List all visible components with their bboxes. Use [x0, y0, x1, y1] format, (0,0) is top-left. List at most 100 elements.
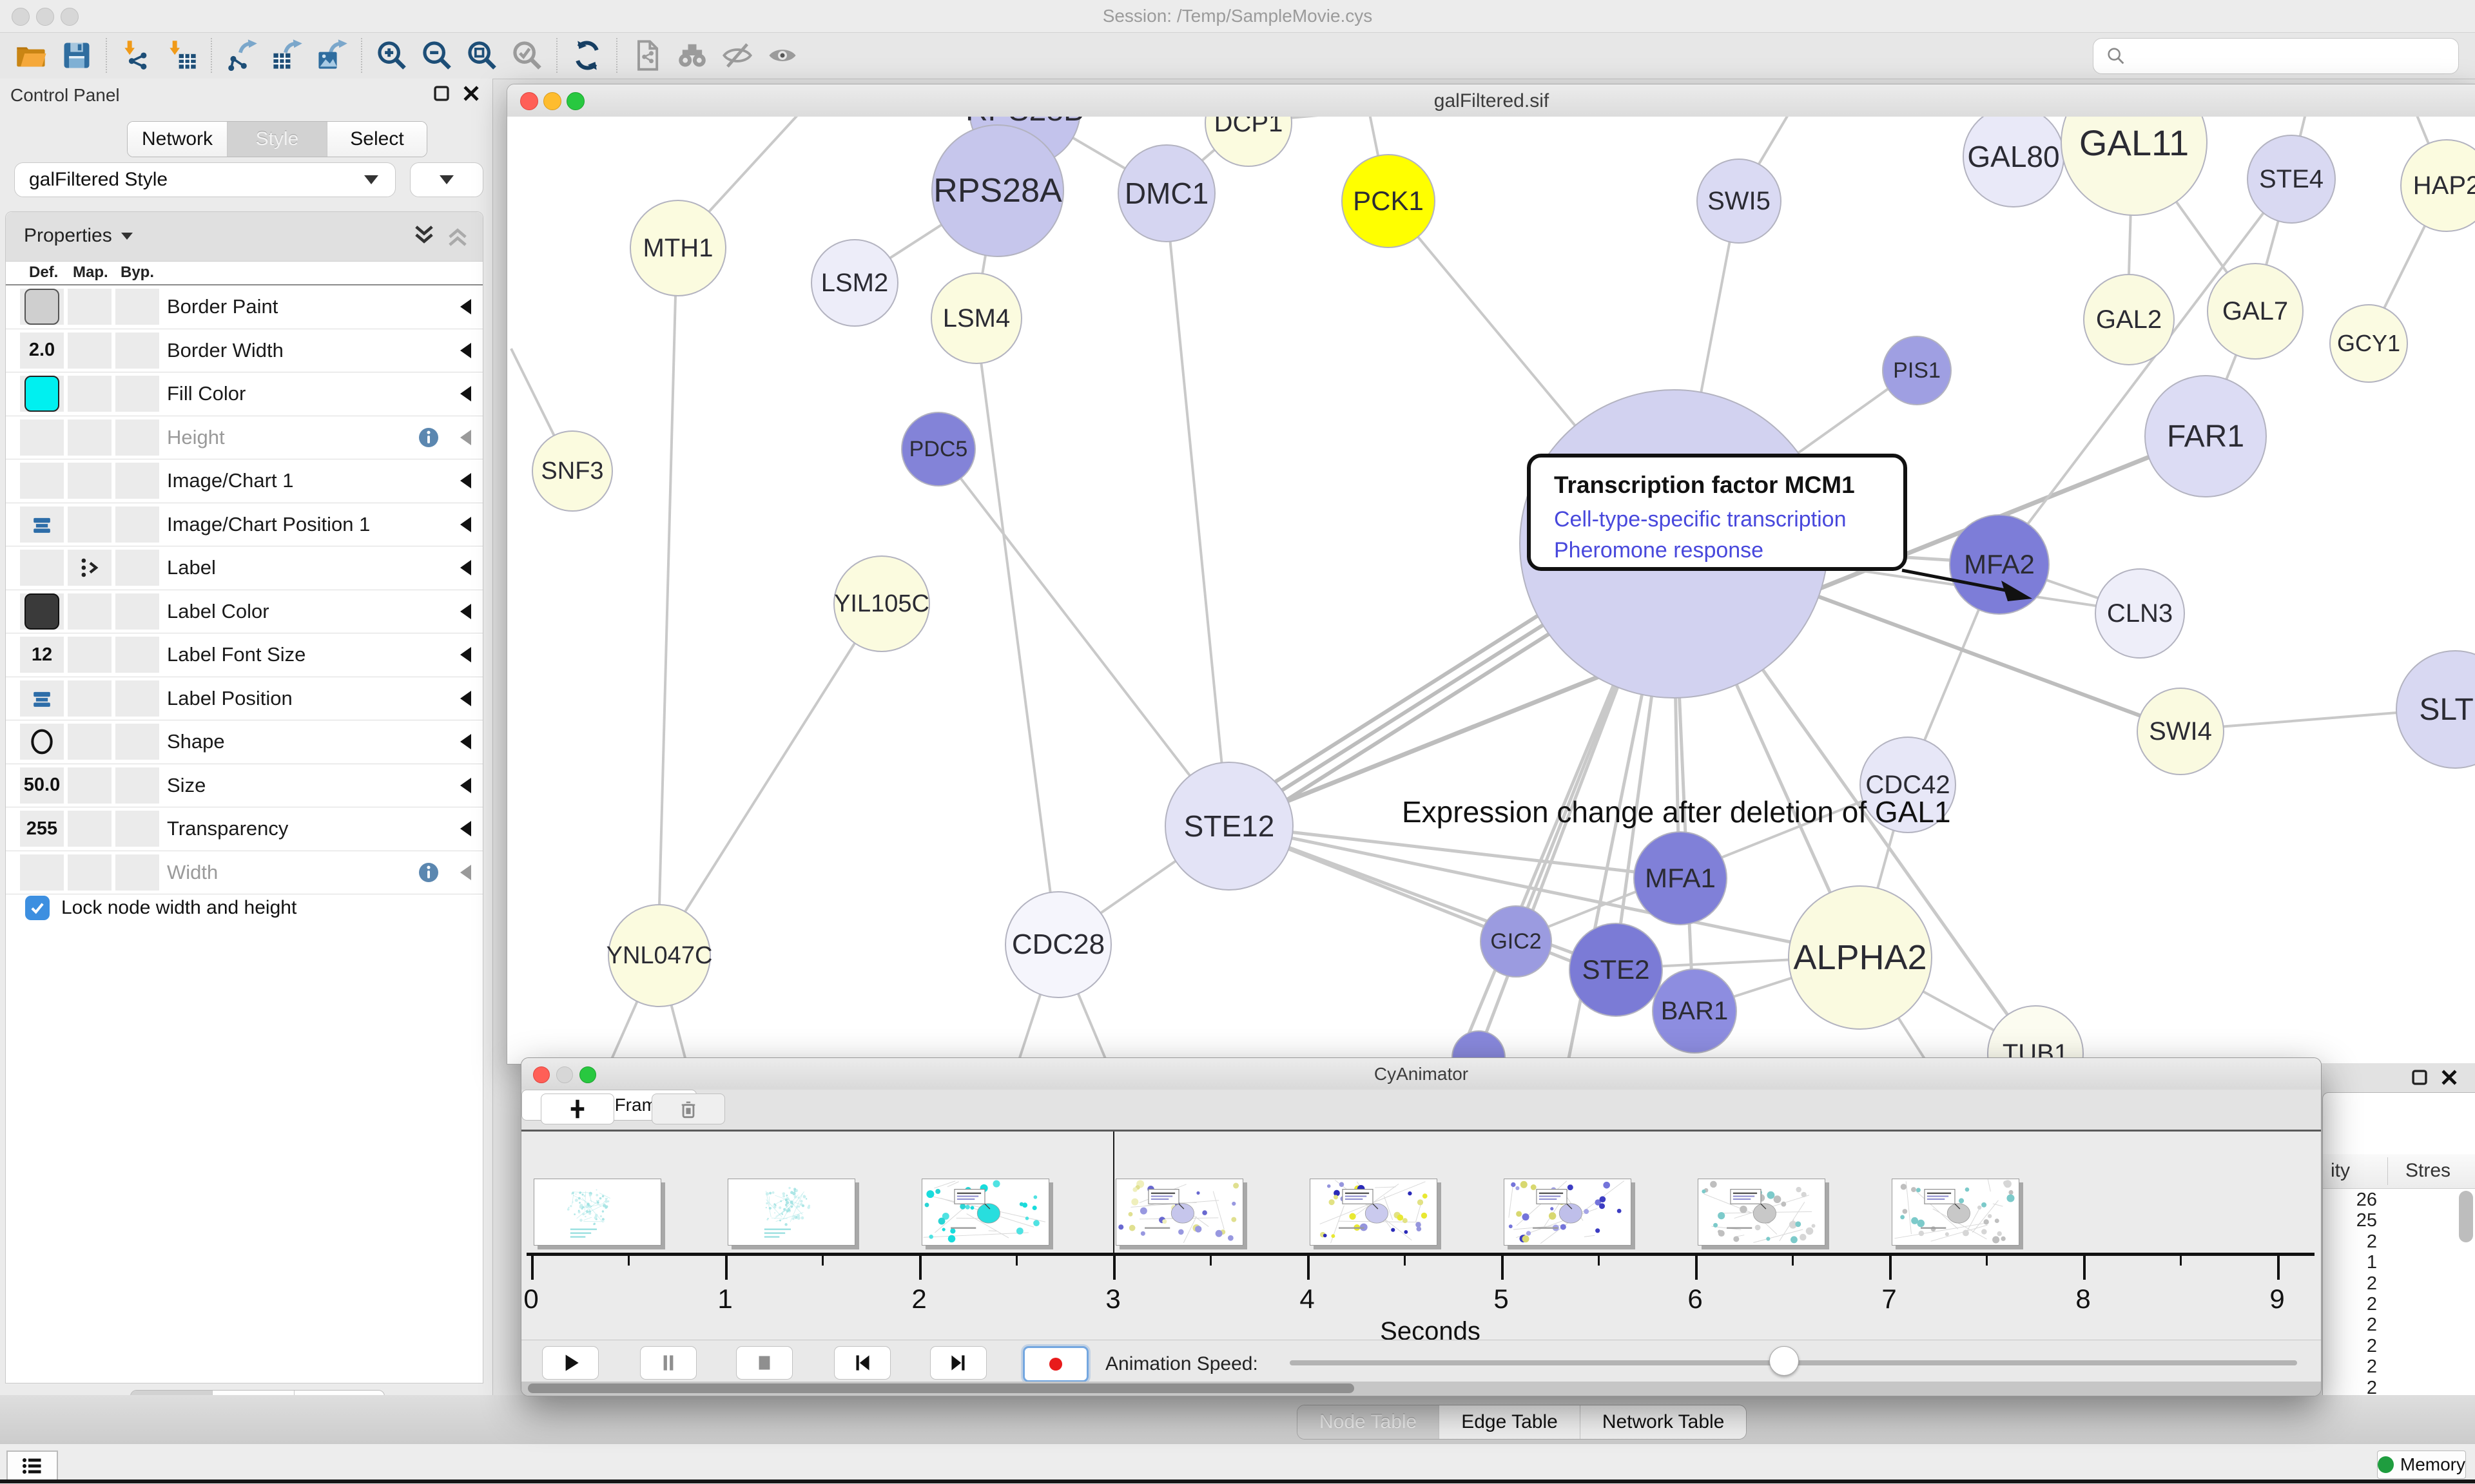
bypass-cell[interactable]	[115, 811, 159, 847]
table-row[interactable]: 25	[2323, 1210, 2475, 1231]
table-row[interactable]: 2	[2323, 1273, 2475, 1294]
zoom-fit-icon[interactable]	[460, 35, 505, 75]
style-selector[interactable]: galFiltered Style	[14, 162, 396, 197]
property-row-shape[interactable]: Shape	[6, 720, 483, 764]
bypass-cell[interactable]	[115, 680, 159, 717]
timeline-frame-4[interactable]	[1310, 1179, 1437, 1246]
export-network-icon[interactable]	[219, 35, 264, 75]
annotation-box[interactable]: Transcription factor MCM1 Cell-type-spec…	[1527, 454, 1907, 571]
zoom-in-icon[interactable]	[369, 35, 414, 75]
collapse-arrow-icon[interactable]	[460, 430, 471, 445]
hide-selected-icon[interactable]	[715, 35, 760, 75]
collapse-arrow-icon[interactable]	[460, 865, 471, 880]
bypass-cell[interactable]	[115, 289, 159, 325]
lock-size-checkbox[interactable]	[25, 896, 50, 920]
collapse-arrow-icon[interactable]	[460, 386, 471, 401]
collapse-arrow-icon[interactable]	[460, 343, 471, 358]
collapse-arrow-icon[interactable]	[460, 821, 471, 836]
mapping-cell[interactable]	[68, 767, 112, 804]
tab-network[interactable]: Network	[128, 122, 228, 157]
import-table-icon[interactable]	[159, 35, 204, 75]
bypass-cell[interactable]	[115, 724, 159, 760]
default-value-cell[interactable]	[20, 593, 64, 630]
collapse-arrow-icon[interactable]	[460, 299, 471, 314]
mapping-cell[interactable]	[68, 680, 112, 717]
mapping-cell[interactable]	[68, 376, 112, 412]
bypass-cell[interactable]	[115, 550, 159, 586]
info-icon[interactable]	[417, 861, 440, 884]
tab-style[interactable]: Style	[228, 122, 327, 157]
search-input[interactable]	[2127, 45, 2458, 67]
ellipse-shape-icon[interactable]	[20, 724, 64, 760]
cyanimator-titlebar[interactable]: CyAnimator	[521, 1058, 2321, 1090]
delete-frame-icon[interactable]	[652, 1094, 725, 1124]
property-row-border-paint[interactable]: Border Paint	[6, 285, 483, 329]
table-row[interactable]: 2	[2323, 1378, 2475, 1396]
node-mth1[interactable]: MTH1	[630, 200, 726, 296]
default-value-cell[interactable]: 255	[20, 811, 64, 847]
collapse-arrow-icon[interactable]	[460, 517, 471, 532]
bypass-cell[interactable]	[115, 419, 159, 456]
play-button[interactable]	[542, 1346, 599, 1380]
zoom-out-icon[interactable]	[414, 35, 460, 75]
bypass-cell[interactable]	[115, 376, 159, 412]
float-panel-icon[interactable]	[2409, 1066, 2431, 1088]
pause-button[interactable]	[640, 1346, 697, 1380]
bypass-cell[interactable]	[115, 463, 159, 499]
node-rps28a[interactable]: RPS28A	[931, 124, 1064, 257]
node-lsm4[interactable]: LSM4	[931, 273, 1022, 364]
node-cln3[interactable]: CLN3	[2095, 568, 2185, 659]
tab-network-table[interactable]: Network Table	[1580, 1405, 1747, 1439]
close-panel-icon[interactable]	[2438, 1066, 2460, 1088]
node-pck1[interactable]: PCK1	[1341, 154, 1435, 248]
import-network-icon[interactable]	[114, 35, 159, 75]
timeline-frame-2[interactable]	[922, 1179, 1049, 1246]
position-icon[interactable]	[20, 680, 64, 717]
scrollbar-thumb[interactable]	[528, 1383, 1354, 1393]
property-row-label[interactable]: Label	[6, 546, 483, 590]
node-ste12[interactable]: STE12	[1165, 762, 1294, 891]
export-table-icon[interactable]	[264, 35, 309, 75]
table-row[interactable]: 2	[2323, 1356, 2475, 1377]
node-alpha2[interactable]: ALPHA2	[1788, 885, 1932, 1030]
search-box[interactable]	[2093, 38, 2459, 74]
record-button[interactable]	[1023, 1346, 1089, 1382]
memory-button[interactable]: Memory	[2377, 1450, 2466, 1479]
table-scrollbar[interactable]	[2459, 1191, 2473, 1242]
collapse-arrow-icon[interactable]	[460, 473, 471, 488]
table-column-header[interactable]: Stres	[2405, 1160, 2451, 1182]
node-lsm2[interactable]: LSM2	[811, 239, 898, 327]
default-value-cell[interactable]: 12	[20, 637, 64, 673]
node-ynl047c[interactable]: YNL047C	[608, 904, 711, 1007]
mapping-cell[interactable]	[68, 593, 112, 630]
table-row[interactable]: 2	[2323, 1315, 2475, 1335]
slider-knob[interactable]	[1769, 1346, 1799, 1376]
tab-node-table[interactable]: Node Table	[1297, 1405, 1439, 1439]
table-column-header[interactable]: ity	[2331, 1160, 2350, 1182]
node-pis1[interactable]: PIS1	[1882, 336, 1952, 405]
node-ste2[interactable]: STE2	[1569, 923, 1663, 1017]
export-image-icon[interactable]	[309, 35, 354, 75]
refresh-layout-icon[interactable]	[565, 35, 610, 75]
save-session-icon[interactable]	[54, 35, 99, 75]
mapping-cell[interactable]	[68, 332, 112, 369]
stop-button[interactable]	[736, 1346, 793, 1380]
status-list-button[interactable]	[6, 1450, 58, 1481]
tab-edge-table[interactable]: Edge Table	[1439, 1405, 1580, 1439]
timeline-frame-7[interactable]	[1892, 1179, 2019, 1246]
node-yil105c[interactable]: YIL105C	[833, 555, 930, 652]
property-row-image-chart-position-1[interactable]: Image/Chart Position 1	[6, 503, 483, 547]
node-swi4[interactable]: SWI4	[2137, 688, 2224, 775]
default-value-cell[interactable]	[20, 419, 64, 456]
clone-network-icon[interactable]	[625, 35, 670, 75]
bypass-cell[interactable]	[115, 767, 159, 804]
collapse-arrow-icon[interactable]	[460, 778, 471, 793]
node-dmc1[interactable]: DMC1	[1118, 144, 1216, 242]
collapse-all-icon[interactable]	[444, 222, 471, 249]
timeline-frame-0[interactable]	[534, 1179, 661, 1246]
style-options-button[interactable]	[410, 162, 483, 197]
bypass-cell[interactable]	[115, 637, 159, 673]
